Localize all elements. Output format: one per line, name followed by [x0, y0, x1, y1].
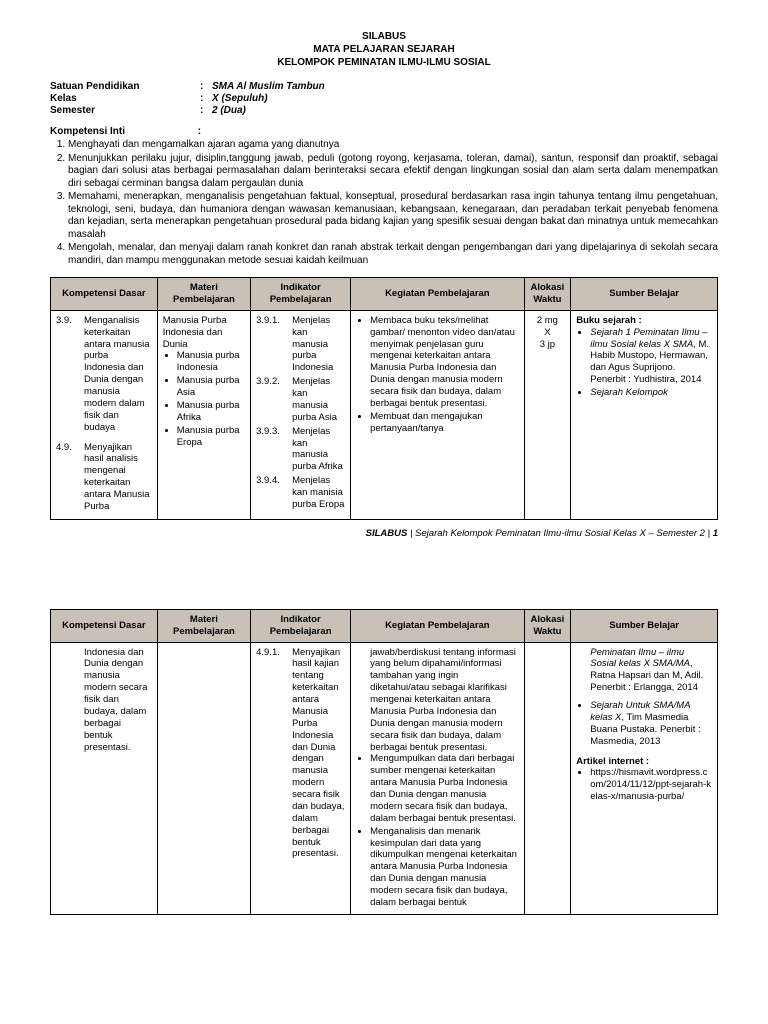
sb-item: Sejarah 1 Peminatan Ilmu – ilmu Sosial k…: [590, 327, 712, 386]
title-line-3: KELOMPOK PEMINATAN ILMU-ILMU SOSIAL: [50, 56, 718, 69]
ki-item: Menunjukkan perilaku jujur, disiplin,tan…: [68, 153, 718, 191]
ip-num: 3.9.4.: [256, 475, 292, 511]
meta-value: X (Sepuluh): [212, 93, 268, 104]
th-ip: Indikator Pembelajaran: [251, 278, 351, 311]
artikel-head: Artikel internet :: [576, 756, 712, 768]
title-line-2: MATA PELAJARAN SEJARAH: [50, 43, 718, 56]
mp-head: Manusia Purba Indonesia dan Dunia: [163, 315, 245, 351]
cell-kp: Membaca buku teks/melihat gambar/ menont…: [351, 310, 524, 519]
cell-kp: jawab/berdiskusi tentang informasi yang …: [351, 642, 524, 914]
kp-item: Mengumpulkan data dari berbagai sumber m…: [370, 753, 518, 824]
table-row: Indonesia dan Dunia dengan manusia moder…: [51, 642, 718, 914]
colon: :: [198, 126, 201, 137]
cell-sb: Buku sejarah : Sejarah 1 Peminatan Ilmu …: [571, 310, 718, 519]
kp-item: Membuat dan mengajukan pertanyaan/tanya: [370, 411, 518, 435]
mp-item: Manusia purba Afrika: [177, 400, 245, 424]
th-aw: Alokasi Waktu: [524, 609, 571, 642]
ip-num: 3.9.3.: [256, 426, 292, 474]
ip-text: Menyajikan hasil kajian tentang keterkai…: [292, 647, 345, 861]
cell-aw: 2 mg X 3 jp: [524, 310, 571, 519]
kd-num: 3.9.: [56, 315, 84, 434]
th-kd: Kompetensi Dasar: [51, 609, 158, 642]
page-gap: [50, 539, 718, 599]
cell-mp: [157, 642, 250, 914]
ip-text: Menjelas kan manusia purba Asia: [292, 376, 345, 424]
kd-text: Menyajikan hasil analisis mengenai keter…: [84, 442, 152, 513]
table-header-row: Kompetensi Dasar Materi Pembelajaran Ind…: [51, 609, 718, 642]
table-row: 3.9.Menganalisis keterkaitan antara manu…: [51, 310, 718, 519]
colon: :: [200, 93, 212, 104]
aw-line: 3 jp: [530, 339, 566, 351]
sb-head: Buku sejarah :: [576, 315, 712, 327]
th-kp: Kegiatan Pembelajaran: [351, 278, 524, 311]
sb-item: Sejarah Kelompok: [590, 387, 712, 399]
kd-text: Menganalisis keterkaitan antara manusia …: [84, 315, 152, 434]
meta-value: 2 (Dua): [212, 105, 246, 116]
mp-item: Manusia purba Eropa: [177, 425, 245, 449]
cell-ip: 4.9.1.Menyajikan hasil kajian tentang ke…: [251, 642, 351, 914]
silabus-table-1: Kompetensi Dasar Materi Pembelajaran Ind…: [50, 277, 718, 520]
footer-bold: SILABUS: [366, 528, 408, 539]
th-kd: Kompetensi Dasar: [51, 278, 158, 311]
ip-num: 4.9.1.: [256, 647, 292, 861]
ip-text: Menjelas kan manusia purba Indonesia: [292, 315, 345, 374]
kd-num: 4.9.: [56, 442, 84, 513]
kd-text: Indonesia dan Dunia dengan manusia moder…: [56, 647, 152, 754]
ki-item: Memahami, menerapkan, menganalisis penge…: [68, 191, 718, 241]
cell-mp: Manusia Purba Indonesia dan Dunia Manusi…: [157, 310, 250, 519]
th-sb: Sumber Belajar: [571, 609, 718, 642]
ki-head: Kompetensi Inti :: [50, 126, 718, 137]
cell-kd: Indonesia dan Dunia dengan manusia moder…: [51, 642, 158, 914]
ki-item: Mengolah, menalar, dan menyaji dalam ran…: [68, 242, 718, 267]
footer-page: 1: [713, 528, 718, 539]
title-block: SILABUS MATA PELAJARAN SEJARAH KELOMPOK …: [50, 30, 718, 69]
ip-text: Menjelas kan manusia purba Afrika: [292, 426, 345, 474]
sb-item: Sejarah Untuk SMA/MA kelas X, Tim Masmed…: [590, 700, 712, 748]
th-ip: Indikator Pembelajaran: [251, 609, 351, 642]
sb-title: Peminatan Ilmu – ilmu Sosial kelas X SMA…: [590, 647, 690, 670]
silabus-table-2: Kompetensi Dasar Materi Pembelajaran Ind…: [50, 609, 718, 915]
aw-line: X: [530, 327, 566, 339]
ki-item: Menghayati dan mengamalkan ajaran agama …: [68, 139, 718, 152]
ip-num: 3.9.2.: [256, 376, 292, 424]
cell-sb: Peminatan Ilmu – ilmu Sosial kelas X SMA…: [571, 642, 718, 914]
meta-satuan: Satuan Pendidikan : SMA Al Muslim Tambun: [50, 81, 718, 92]
ip-num: 3.9.1.: [256, 315, 292, 374]
cell-kd: 3.9.Menganalisis keterkaitan antara manu…: [51, 310, 158, 519]
meta-value: SMA Al Muslim Tambun: [212, 81, 325, 92]
ki-head-text: Kompetensi Inti: [50, 126, 125, 137]
meta-label: Kelas: [50, 93, 200, 104]
th-mp: Materi Pembelajaran: [157, 609, 250, 642]
cell-aw: [524, 642, 571, 914]
kp-item: Menganalisis dan menarik kesimpulan dari…: [370, 826, 518, 909]
title-line-1: SILABUS: [50, 30, 718, 43]
mp-item: Manusia purba Asia: [177, 375, 245, 399]
footer-text: | Sejarah Kelompok Peminatan Ilmu-ilmu S…: [407, 528, 712, 539]
meta-label: Semester: [50, 105, 200, 116]
kp-cont: jawab/berdiskusi tentang informasi yang …: [356, 647, 518, 754]
colon: :: [200, 105, 212, 116]
aw-line: 2 mg: [530, 315, 566, 327]
mp-item: Manusia purba Indonesia: [177, 350, 245, 374]
ki-list: Menghayati dan mengamalkan ajaran agama …: [50, 139, 718, 267]
table-header-row: Kompetensi Dasar Materi Pembelajaran Ind…: [51, 278, 718, 311]
th-kp: Kegiatan Pembelajaran: [351, 609, 524, 642]
th-mp: Materi Pembelajaran: [157, 278, 250, 311]
page-footer: SILABUS | Sejarah Kelompok Peminatan Ilm…: [50, 528, 718, 539]
cell-ip: 3.9.1.Menjelas kan manusia purba Indones…: [251, 310, 351, 519]
sb-cont: Peminatan Ilmu – ilmu Sosial kelas X SMA…: [576, 647, 712, 695]
meta-semester: Semester : 2 (Dua): [50, 105, 718, 116]
ip-text: Menjelas kan manisia purba Eropa: [292, 475, 345, 511]
meta-label: Satuan Pendidikan: [50, 81, 200, 92]
th-aw: Alokasi Waktu: [524, 278, 571, 311]
colon: :: [200, 81, 212, 92]
th-sb: Sumber Belajar: [571, 278, 718, 311]
sb-title: Sejarah 1 Peminatan Ilmu – ilmu Sosial k…: [590, 327, 707, 350]
kp-item: Membaca buku teks/melihat gambar/ menont…: [370, 315, 518, 410]
artikel-link: https://hismavit.wordpress.com/2014/11/1…: [590, 767, 712, 803]
meta-kelas: Kelas : X (Sepuluh): [50, 93, 718, 104]
